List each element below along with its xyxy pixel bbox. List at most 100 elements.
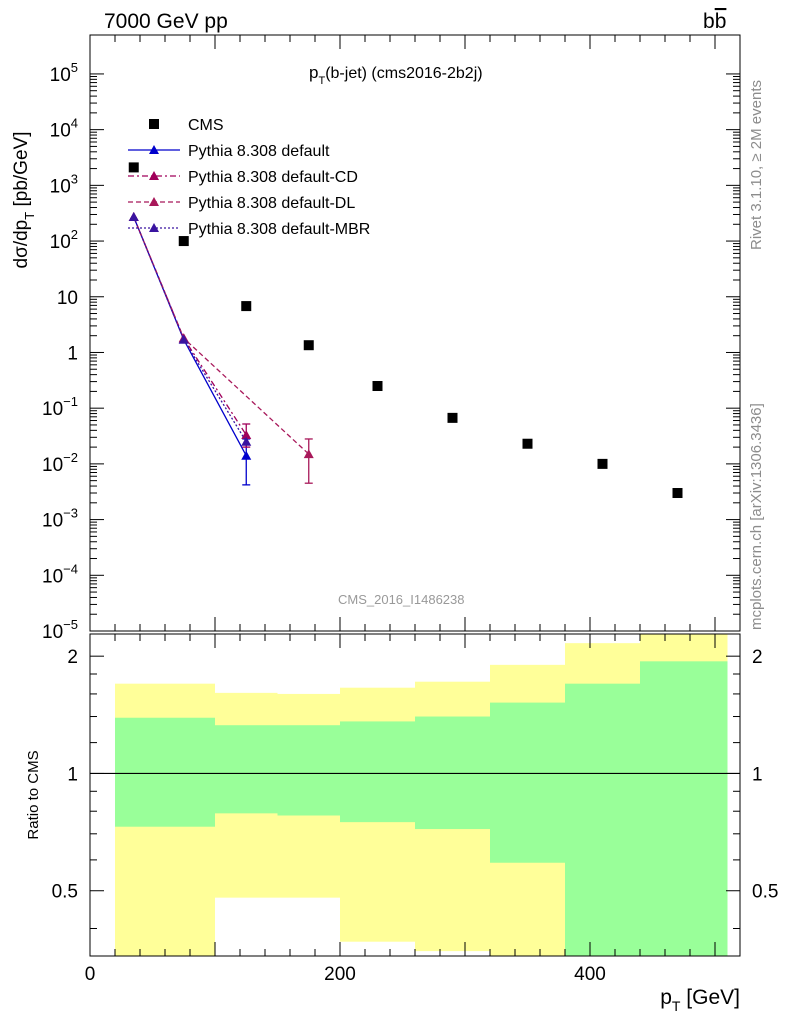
stat-uncertainty-band: [277, 725, 340, 816]
y-tick-base: 10: [42, 399, 63, 420]
mc-series-line: [133, 216, 310, 455]
y-tick-label: 102: [50, 227, 78, 253]
stat-uncertainty-band: [640, 661, 728, 956]
y-tick-exponent: 5: [71, 60, 78, 75]
y-tick-base: 10: [42, 455, 63, 476]
plot-title: pT(b-jet) (cms2016-2b2j): [309, 63, 483, 87]
legend: CMS Pythia 8.308 default Pythia 8.308 defa…: [128, 117, 370, 238]
ratio-y-tick-label-right: 2: [752, 647, 763, 668]
y-tick-exponent: −2: [63, 450, 78, 465]
stat-uncertainty-band: [215, 725, 278, 814]
x-tick-label: 200: [324, 964, 356, 985]
ratio-y-axis-label: Ratio to CMS: [25, 750, 42, 839]
cms-data-point: [128, 162, 139, 173]
y-tick-label: 10−1: [42, 394, 78, 420]
y-tick-label: 10−4: [42, 561, 78, 587]
stat-uncertainty-band: [340, 721, 415, 823]
cms-data-point: [597, 458, 608, 469]
mc-data-point: [241, 450, 252, 460]
legend-marker: [149, 145, 159, 154]
cms-data-point: [522, 438, 533, 449]
y-tick-base: 10: [42, 511, 63, 532]
legend-label: Pythia 8.308 default-DL: [188, 195, 355, 212]
y-tick-exponent: −4: [63, 561, 78, 576]
y-tick-exponent: 4: [71, 116, 78, 131]
mc-data-point: [241, 429, 252, 439]
y-tick-base: 10: [42, 622, 63, 643]
process-bbar: b: [715, 10, 727, 33]
y-tick-exponent: 3: [71, 171, 78, 186]
x-tick-label: 400: [574, 964, 606, 985]
y-tick-base: 10: [50, 65, 71, 86]
cms-data-point: [672, 488, 683, 499]
y-tick-base: 10: [50, 121, 71, 142]
y-axis-label-pre: dσ/dp: [11, 220, 32, 269]
ratio-y-tick-label-right: 0.5: [752, 882, 778, 903]
x-tick-label: 0: [85, 964, 96, 985]
process-b: b: [703, 10, 715, 33]
legend-marker: [149, 197, 159, 206]
legend-marker: [149, 171, 159, 180]
y-tick-label: 10: [57, 288, 78, 309]
y-tick-exponent: −3: [63, 506, 78, 521]
y-tick-label: 10−3: [42, 506, 78, 532]
process-label: bb: [703, 10, 726, 33]
mc-data-point: [178, 334, 189, 344]
main-panel: pT(b-jet) (cms2016-2b2j) CMS_2016_I14862…: [11, 34, 741, 643]
stat-uncertainty-band: [415, 716, 490, 830]
y-axis-label: dσ/dpT [pb/GeV]: [11, 132, 37, 269]
x-axis-label-p: p: [660, 986, 672, 1009]
stat-uncertainty-band: [565, 683, 640, 956]
y-tick-base: 10: [50, 232, 71, 253]
mcplots-label: mcplots.cern.ch [arXiv:1306.3436]: [748, 403, 765, 630]
legend-label: Pythia 8.308 default: [188, 143, 330, 160]
legend-label: CMS: [188, 117, 224, 134]
plot-title-sub: T: [318, 75, 325, 87]
cms-data-point: [178, 236, 189, 247]
y-tick-label: 104: [50, 116, 78, 142]
ratio-ticks: 0.5 0.5 1 1 2 2 0 200 400: [52, 634, 778, 985]
ratio-y-tick-label: 0.5: [52, 882, 78, 903]
x-axis-label: pT [GeV]: [660, 986, 740, 1014]
legend-marker-cms: [149, 119, 159, 129]
y-tick-label: 1: [67, 343, 78, 364]
cms-data-point: [303, 340, 314, 351]
mc-series-line: [133, 216, 247, 457]
legend-label: Pythia 8.308 default-MBR: [188, 221, 370, 238]
ratio-bands: [90, 634, 740, 956]
x-axis-label-sub: T: [672, 998, 681, 1014]
y-tick-label: 10−2: [42, 450, 78, 476]
x-axis-label-post: [GeV]: [680, 986, 740, 1009]
y-axis-label-post: [pb/GeV]: [11, 132, 32, 212]
y-tick-base: 10: [50, 176, 71, 197]
y-tick-label: 103: [50, 171, 78, 197]
y-tick-label: 10−5: [42, 617, 78, 643]
ratio-y-tick-label: 1: [67, 764, 78, 785]
watermark: CMS_2016_I1486238: [338, 592, 465, 607]
y-tick-base: 10: [42, 566, 63, 587]
legend-marker: [149, 223, 159, 232]
ratio-plot-frame: [89, 633, 741, 957]
mc-series-line: [133, 216, 247, 436]
energy-label: 7000 GeV pp: [104, 10, 228, 33]
cms-data-point: [372, 381, 383, 392]
ratio-y-tick-label: 2: [67, 647, 78, 668]
plot-title-p: p: [309, 63, 318, 82]
y-tick-label: 105: [50, 60, 78, 86]
legend-label: Pythia 8.308 default-CD: [188, 169, 358, 186]
rivet-label: Rivet 3.1.10, ≥ 2M events: [748, 80, 765, 250]
y-tick-exponent: −1: [63, 394, 78, 409]
y-axis-label-sub: T: [22, 212, 37, 220]
cms-data-point: [447, 412, 458, 423]
main-series: [128, 162, 683, 499]
ratio-panel: 0.5 0.5 1 1 2 2 0 200 400 Ratio to CMS pT [GeV]: [25, 633, 778, 1014]
y-tick-exponent: −5: [63, 617, 78, 632]
stat-uncertainty-band: [115, 717, 215, 827]
y-tick-exponent: 2: [71, 227, 78, 242]
ratio-y-tick-label-right: 1: [752, 764, 763, 785]
mc-data-point: [241, 436, 252, 446]
plot-title-rest: (b-jet) (cms2016-2b2j): [325, 65, 482, 82]
mc-data-point: [303, 449, 314, 459]
